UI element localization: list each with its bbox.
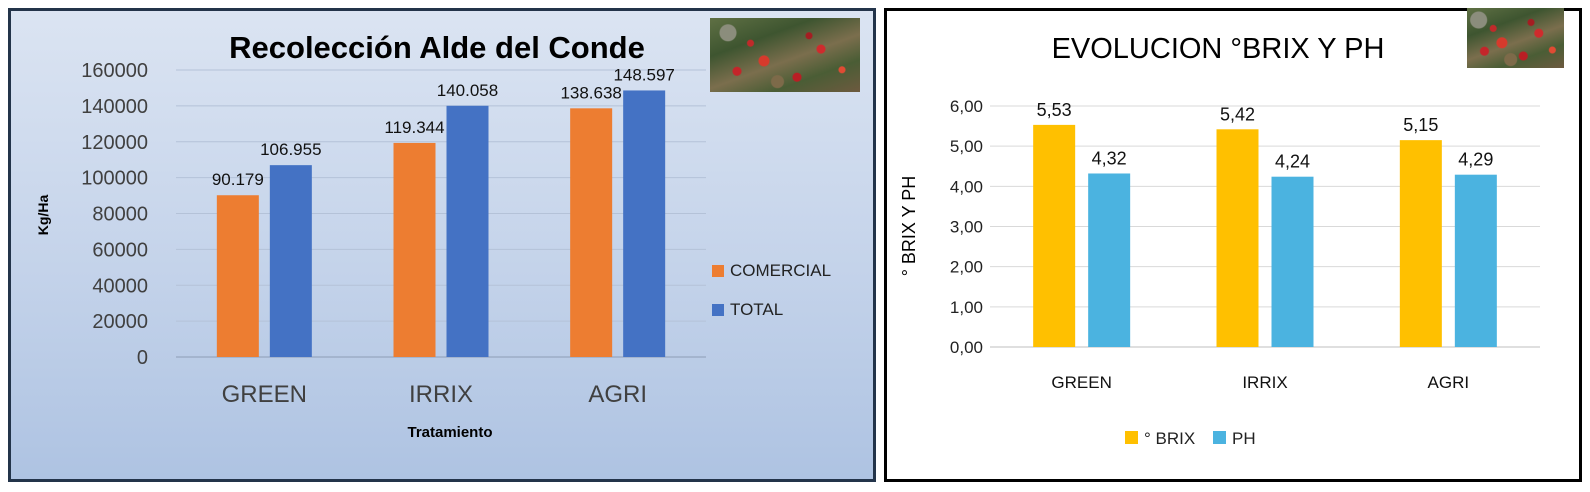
crop-photo [1467,8,1564,68]
legend-swatch-comercial [712,265,724,277]
bar [216,195,259,357]
y-tick-label: 6,00 [950,97,983,116]
data-label: 138.638 [560,83,621,102]
bar [1216,129,1259,347]
data-label: 140.058 [437,81,498,100]
chart-title: Recolección Alde del Conde [229,30,645,65]
x-tick-label: IRRIX [1242,373,1287,392]
data-label: 5,42 [1220,104,1255,124]
x-tick-label: IRRIX [409,381,473,408]
chart-title: EVOLUCION °BRIX Y PH [1052,33,1385,65]
x-tick-label: AGRI [588,381,647,408]
data-label: 4,29 [1458,150,1493,170]
y-tick-label: 4,00 [950,177,983,196]
bar [623,90,666,357]
bar [1271,176,1314,347]
y-tick-label: 80000 [92,204,148,226]
legend-label-ph: PH [1232,429,1256,448]
chart-marks-harvest: 0 20000 40000 60000 80000 100000 120000 140000 1… [81,60,706,408]
data-label: 5,53 [1037,100,1072,120]
bar [393,142,436,357]
chart-marks-brix-ph: 0,00 1,00 2,00 3,00 4,00 5,00 6,00 5,53 4,32 GREE… [950,97,1540,392]
y-axis-label: ° BRIX Y PH [899,176,919,277]
legend-swatch-brix [1125,431,1138,444]
y-tick-label: 160000 [81,60,148,82]
y-tick-label: 140000 [81,96,148,118]
legend-swatch-total [712,304,724,316]
data-label: 5,15 [1403,115,1438,135]
crop-photo [710,18,860,92]
data-label: 106.955 [260,140,321,159]
bar [570,108,613,357]
y-tick-label: 1,00 [950,298,983,317]
y-axis-label: Kg/Ha [35,195,51,236]
x-axis-label: Tratamiento [407,424,492,441]
y-tick-label: 60000 [92,239,148,261]
data-label: 4,24 [1275,152,1310,172]
bar [1454,174,1497,347]
legend-label-brix: ° BRIX [1144,429,1195,448]
data-label: 119.344 [384,118,444,137]
y-tick-label: 20000 [92,311,148,333]
bar [446,105,489,357]
bar [1399,140,1442,347]
x-tick-label: GREEN [1051,373,1111,392]
y-tick-label: 0 [137,347,148,369]
x-tick-label: GREEN [222,381,307,408]
data-label: 90.179 [212,170,264,189]
bar [269,165,312,357]
y-tick-label: 100000 [81,168,148,190]
legend-label-total: TOTAL [730,300,783,319]
data-label: 4,32 [1092,148,1127,168]
legend-swatch-ph [1213,431,1226,444]
y-tick-label: 120000 [81,132,148,154]
legend-label-comercial: COMERCIAL [730,261,831,280]
y-tick-label: 40000 [92,275,148,297]
y-tick-label: 3,00 [950,217,983,236]
bar [1033,124,1076,348]
data-label: 148.597 [613,65,674,84]
x-tick-label: AGRI [1428,373,1470,392]
y-tick-label: 0,00 [950,338,983,357]
y-tick-label: 2,00 [950,258,983,277]
bar [1088,173,1131,347]
y-tick-label: 5,00 [950,137,983,156]
